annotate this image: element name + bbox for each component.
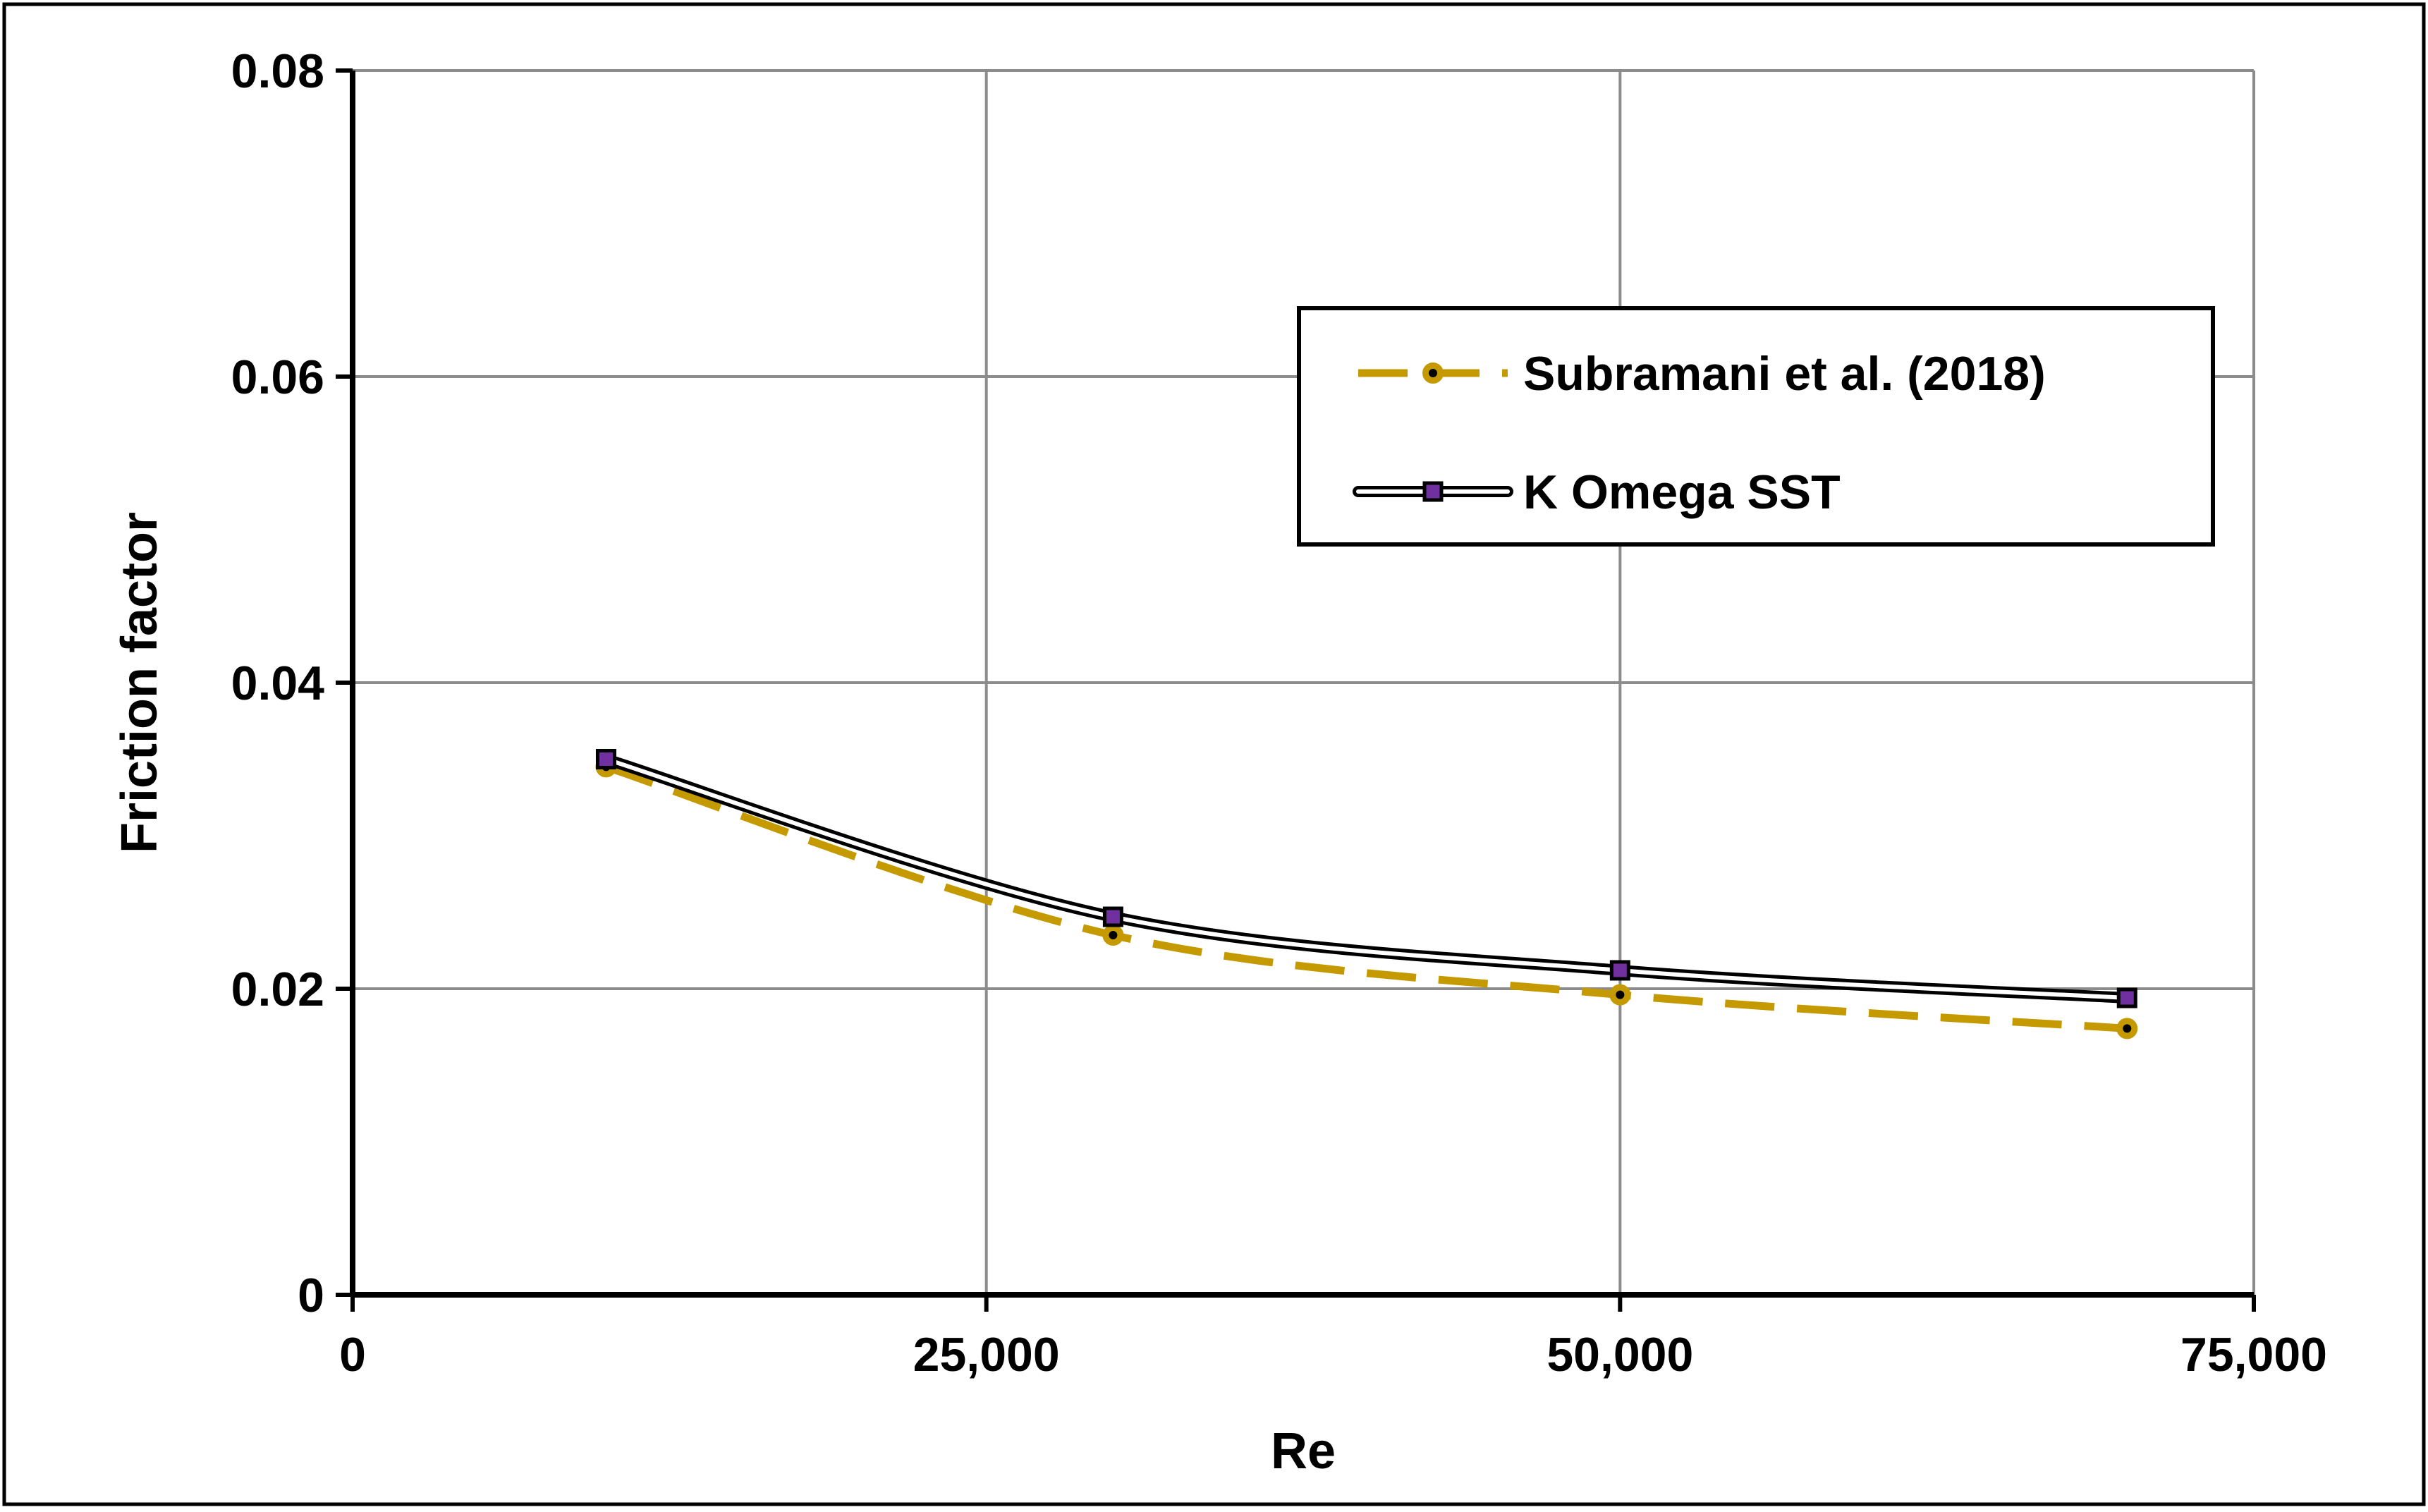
series-1-point-0 <box>595 749 616 769</box>
series-0-line <box>604 763 2128 1032</box>
y-tick-label-4: 0.08 <box>231 44 324 98</box>
legend: Subramani et al. (2018) K Omega SST <box>1297 306 2215 547</box>
series-1-point-2 <box>1609 960 1630 981</box>
y-tick-label-1: 0.02 <box>231 963 324 1016</box>
series-1-line-inner <box>604 757 2130 1001</box>
y-tick-label-3: 0.06 <box>231 350 324 404</box>
x-tick-label-2: 50,000 <box>1547 1328 1693 1382</box>
x-tick-label-1: 25,000 <box>913 1328 1060 1382</box>
y-tick-label-2: 0.04 <box>231 657 325 710</box>
series-0-point-1-center <box>1109 931 1118 940</box>
series-1-point-3 <box>2116 987 2137 1008</box>
legend-box <box>1297 306 2215 547</box>
x-axis-title: Re <box>1271 1423 1336 1480</box>
y-axis-title: Friction factor <box>111 512 168 853</box>
x-tick-label-3: 75,000 <box>2180 1328 2327 1382</box>
series-0-point-3-center <box>2123 1024 2132 1033</box>
series-1-point-1 <box>1102 906 1123 927</box>
axes: 0 0.02 0.04 0.06 0.08 0 25,000 50,000 75,000 Re Fr… <box>111 44 2327 1480</box>
x-tick-label-0: 0 <box>339 1328 366 1382</box>
legend-0-marker-center <box>1429 369 1437 377</box>
series-0-point-2-center <box>1616 990 1625 999</box>
legend-label-0: Subramani et al. (2018) <box>1523 347 2046 401</box>
legend-label-1: K Omega SST <box>1523 465 1841 519</box>
series-1 <box>595 749 2137 1008</box>
y-tick-label-0: 0 <box>298 1269 324 1322</box>
data-series <box>595 749 2138 1040</box>
legend-1-marker <box>1422 481 1444 502</box>
